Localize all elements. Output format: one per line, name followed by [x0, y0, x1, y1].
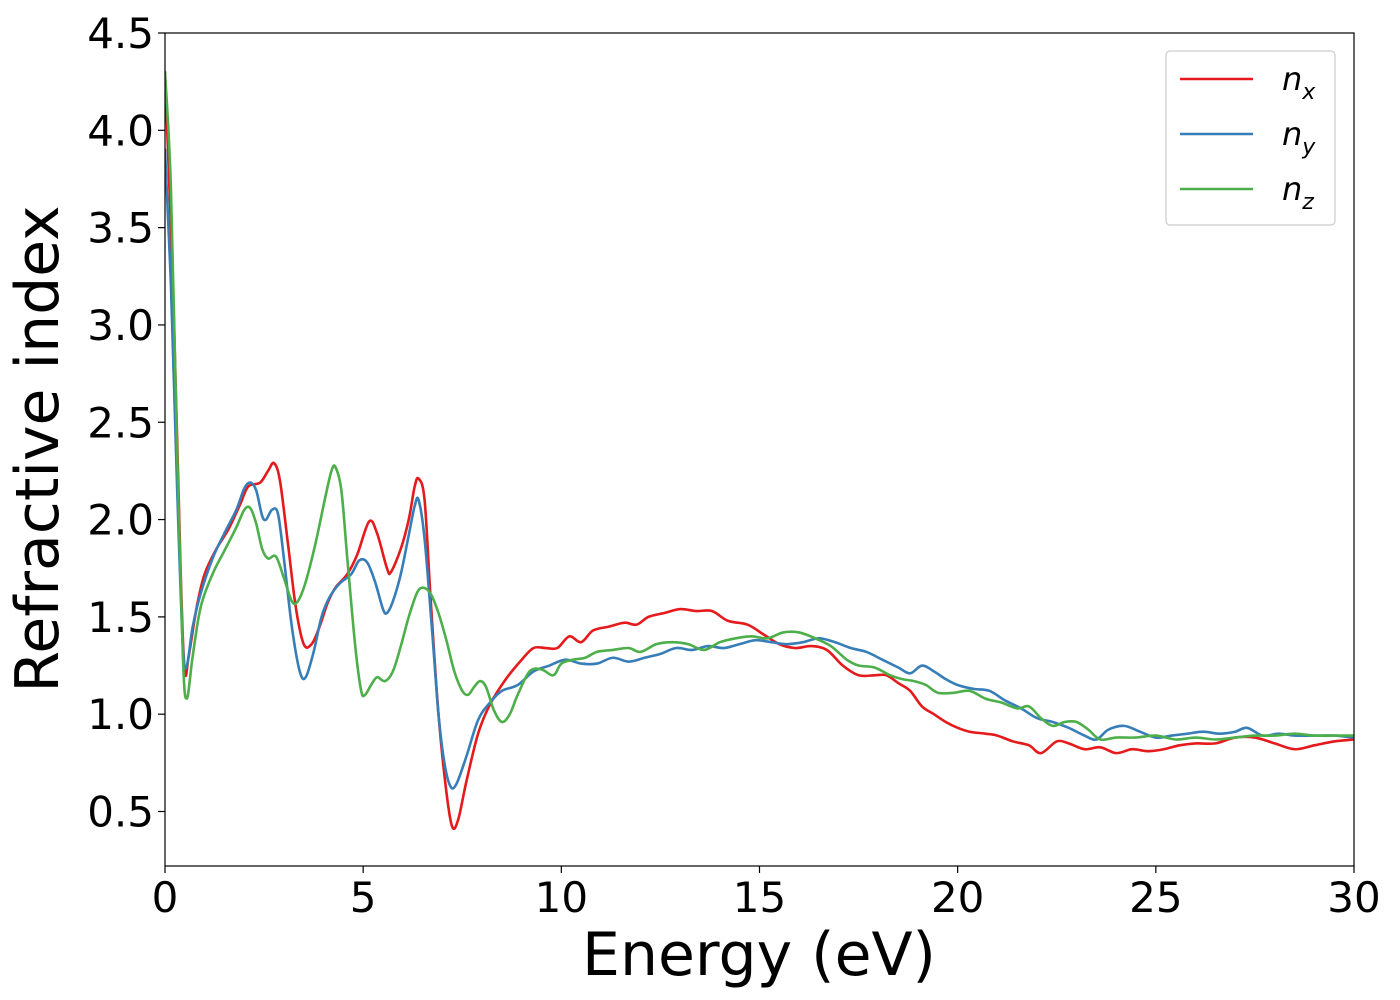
- y-tick-label: 3.0: [87, 301, 154, 350]
- legend-box: [1165, 50, 1336, 226]
- x-tick-label: 5: [350, 873, 377, 922]
- x-tick-label: 25: [1129, 873, 1182, 922]
- series-line-n-y: [165, 148, 1354, 790]
- y-tick-label: 3.5: [87, 204, 154, 253]
- x-tick-label: 20: [931, 873, 984, 922]
- legend-label-n-y: ny: [1282, 115, 1316, 160]
- y-tick-label: 2.0: [87, 496, 154, 545]
- series-line-n-z: [165, 70, 1354, 742]
- legend-label-n-x: nx: [1282, 60, 1316, 105]
- legend-label-n-z: nz: [1282, 170, 1314, 215]
- y-tick-label: 2.5: [87, 398, 154, 447]
- legend-label-base: n: [1282, 170, 1302, 208]
- y-axis: 0.5 1.0 1.5 2.0 2.5 3.0 3.5 4.0 4.5: [87, 9, 165, 837]
- legend-label-base: n: [1282, 115, 1302, 153]
- y-tick-label: 4.5: [87, 9, 154, 58]
- x-tick-label: 15: [733, 873, 786, 922]
- legend-label-base: n: [1282, 60, 1302, 98]
- legend-label-subscript: z: [1301, 190, 1314, 215]
- x-axis-title: Energy (eV): [582, 920, 936, 990]
- y-tick-label: 1.5: [87, 593, 154, 642]
- legend-label-subscript: y: [1301, 135, 1316, 160]
- legend-label-subscript: x: [1301, 80, 1316, 105]
- series-layer: [165, 70, 1354, 831]
- y-tick-label: 1.0: [87, 690, 154, 739]
- y-axis-title: Refractive index: [3, 205, 73, 692]
- x-axis: 0 5 10 15 20 25 30: [152, 866, 1381, 922]
- y-tick-label: 0.5: [87, 788, 154, 837]
- series-line-n-x: [165, 70, 1354, 831]
- x-tick-label: 30: [1327, 873, 1380, 922]
- y-tick-label: 4.0: [87, 106, 154, 155]
- x-tick-label: 10: [535, 873, 588, 922]
- x-tick-label: 0: [152, 873, 179, 922]
